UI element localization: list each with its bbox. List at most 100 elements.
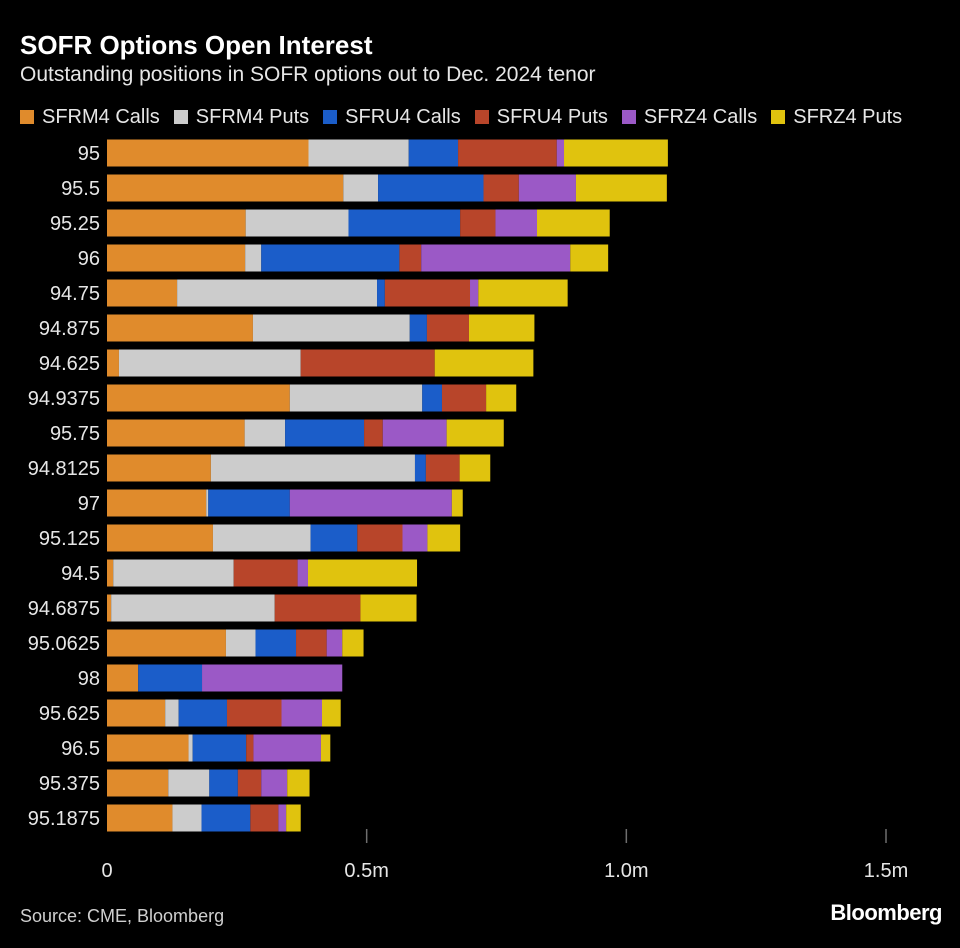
bar-segment-sfrm4-calls (107, 454, 211, 482)
bar-segment-sfru4-puts (250, 804, 279, 832)
bar-segment-sfrm4-puts (252, 314, 410, 342)
bar-segment-sfrm4-calls (107, 279, 178, 307)
y-category-label: 96.5 (61, 738, 100, 760)
bar-segment-sfrz4-calls (421, 244, 571, 272)
bar-segment-sfrz4-puts (360, 594, 417, 622)
legend-label: SFRU4 Puts (496, 105, 608, 128)
x-tick-label: 1.5m (864, 860, 908, 882)
bar-segment-sfru4-calls (414, 454, 426, 482)
legend-label: SFRU4 Calls (345, 105, 461, 128)
bar-segment-sfru4-calls (348, 209, 461, 237)
source-note: Source: CME, Bloomberg (20, 906, 225, 926)
bar-segment-sfrm4-puts (172, 804, 202, 832)
bar-segment-sfrm4-puts (245, 244, 262, 272)
bar-segment-sfrz4-puts (322, 699, 341, 727)
bar-segment-sfrm4-calls (107, 244, 246, 272)
bar-segment-sfrm4-calls (107, 349, 119, 377)
bar-segment-sfru4-puts (357, 524, 403, 552)
y-category-label: 95.75 (50, 423, 100, 445)
chart-subtitle: Outstanding positions in SOFR options ou… (20, 63, 596, 86)
bar-segment-sfrm4-calls (107, 209, 246, 237)
legend-item-sfru4-puts: SFRU4 Puts (474, 105, 608, 129)
y-category-label: 94.5 (61, 563, 100, 585)
bar-segment-sfru4-puts (237, 769, 262, 797)
bar-segment-sfrm4-puts (188, 734, 193, 762)
bar-segment-sfrm4-calls (107, 524, 213, 552)
legend-item-sfrm4-puts: SFRM4 Puts (173, 105, 310, 129)
bar-segment-sfru4-puts (233, 559, 298, 587)
bar-segment-sfrm4-calls (107, 664, 139, 692)
legend-label: SFRZ4 Calls (643, 105, 758, 128)
bar-segment-sfrm4-calls (107, 629, 226, 657)
legend-item-sfrm4-calls: SFRM4 Calls (20, 106, 160, 129)
bar-segment-sfrz4-calls (297, 559, 308, 587)
bar-segment-sfru4-puts (441, 384, 487, 412)
bar-segment-sfrm4-puts (289, 384, 423, 412)
bar-segment-sfrm4-puts (244, 419, 286, 447)
bar-segment-sfrz4-calls (495, 209, 538, 237)
bar-segment-sfrz4-puts (434, 349, 534, 377)
bar-segment-sfrz4-calls (470, 279, 479, 307)
x-tick-label: 0.5m (344, 860, 388, 882)
chart-legend: SFRM4 Calls SFRM4 Puts SFRU4 Calls SFRU4 Pu… (20, 104, 916, 130)
legend-label: SFRM4 Puts (195, 105, 310, 128)
bar-segment-sfrz4-puts (459, 454, 491, 482)
bar-segment-sfrz4-puts (451, 489, 463, 517)
bar-segment-sfrz4-puts (446, 419, 504, 447)
bar-segment-sfrz4-puts (320, 734, 331, 762)
bar-segment-sfru4-calls (408, 139, 459, 167)
bar-segment-sfru4-calls (409, 314, 427, 342)
y-category-label: 98 (78, 668, 100, 690)
bar-segment-sfrm4-calls (107, 804, 173, 832)
bar-segment-sfru4-puts (296, 629, 327, 657)
legend-swatch (173, 110, 188, 124)
bar-segment-sfru4-calls (310, 524, 358, 552)
x-tick-label: 0 (101, 860, 112, 882)
bar-segment-sfrm4-puts (308, 139, 409, 167)
bar-segment-sfru4-puts (274, 594, 361, 622)
bar-segment-sfrz4-puts (307, 559, 418, 587)
bar-segment-sfrm4-puts (165, 699, 179, 727)
x-tick-label: 1.0m (604, 860, 648, 882)
bar-segment-sfrz4-puts (486, 384, 517, 412)
bar-segment-sfrz4-calls (202, 664, 343, 692)
bar-segment-sfru4-calls (201, 804, 251, 832)
bar-segment-sfrz4-puts (537, 209, 610, 237)
bar-segment-sfrm4-calls (107, 384, 290, 412)
bar-segment-sfrm4-puts (245, 209, 349, 237)
bar-segment-sfru4-calls (209, 769, 238, 797)
bar-segment-sfrm4-calls (107, 419, 245, 447)
bar-segment-sfrz4-puts (478, 279, 568, 307)
bar-segment-sfrz4-calls (518, 174, 576, 202)
bar-segment-sfru4-calls (422, 384, 442, 412)
bar-segment-sfru4-puts (425, 454, 460, 482)
y-category-label: 95.0625 (28, 633, 100, 655)
bar-segment-sfrz4-calls (382, 419, 447, 447)
bar-segment-sfrz4-calls (261, 769, 288, 797)
bar-segment-sfrm4-calls (107, 139, 309, 167)
bar-segment-sfrm4-puts (113, 559, 234, 587)
bar-segment-sfrm4-calls (107, 734, 189, 762)
bar-segment-sfru4-calls (261, 244, 400, 272)
y-category-label: 95 (78, 143, 100, 165)
legend-swatch (621, 110, 636, 124)
bar-segment-sfrz4-puts (570, 244, 609, 272)
bar-segment-sfrm4-calls (107, 489, 207, 517)
legend-label: SFRZ4 Puts (793, 105, 903, 128)
bar-segment-sfrz4-puts (286, 804, 301, 832)
bar-segment-sfrm4-puts (210, 454, 415, 482)
bar-segment-sfru4-puts (246, 734, 254, 762)
y-category-label: 94.625 (39, 353, 100, 375)
bar-segment-sfrz4-puts (342, 629, 364, 657)
y-category-label: 95.625 (39, 703, 100, 725)
bar-segment-sfrz4-puts (575, 174, 667, 202)
y-category-label: 97 (78, 493, 100, 515)
bar-segment-sfru4-calls (208, 489, 290, 517)
bar-segment-sfru4-calls (178, 699, 227, 727)
bar-segment-sfru4-puts (384, 279, 471, 307)
bar-segment-sfrm4-puts (118, 349, 301, 377)
bar-segment-sfrz4-puts (287, 769, 310, 797)
y-category-label: 94.6875 (28, 598, 100, 620)
chart-title: SOFR Options Open Interest (20, 30, 373, 60)
